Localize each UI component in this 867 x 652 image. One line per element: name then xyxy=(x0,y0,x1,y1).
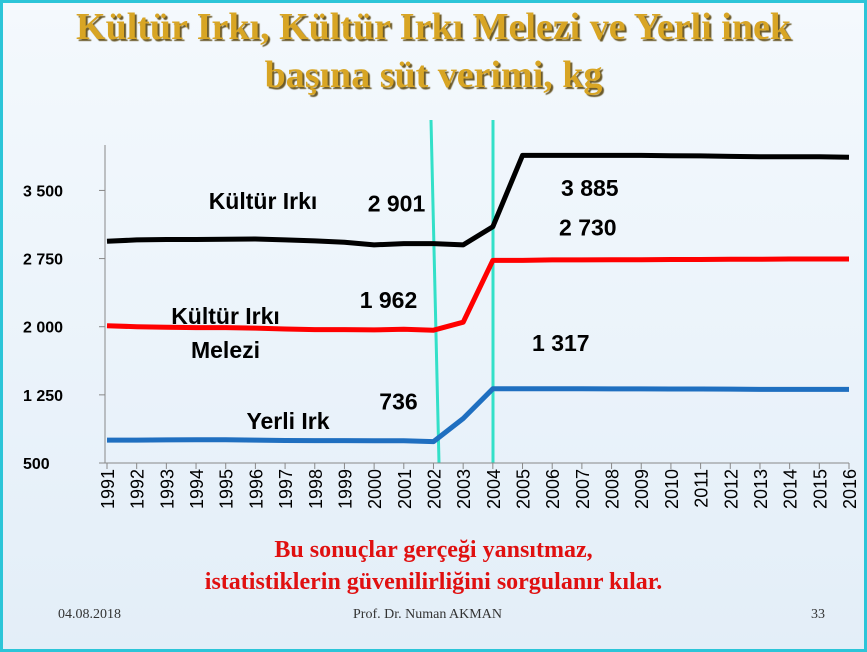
series-name: Kültür Irkı xyxy=(208,188,318,214)
footer-date: 04.08.2018 xyxy=(58,607,121,622)
x-tick-label: 2015 xyxy=(810,469,830,509)
x-tick-label: 2002 xyxy=(424,469,444,509)
x-tick-label: 1992 xyxy=(128,469,148,509)
chart: 500 1 250 2 000 2 750 3 500 1991 1992 1993 1994 1… xyxy=(23,119,860,509)
note: istatistiklerin güvenilirliğini sorgulan… xyxy=(204,569,663,595)
x-tick-label: 2006 xyxy=(543,469,563,509)
series-line xyxy=(106,152,850,248)
x-tick-label: 1994 xyxy=(187,469,207,509)
series-line xyxy=(106,256,849,333)
x-tick-label: 1998 xyxy=(306,469,326,509)
note: Bu sonuçlar gerçeği yansıtmaz, xyxy=(274,537,593,563)
footer-page: 33 xyxy=(811,607,825,622)
x-tick-label: 1991 xyxy=(98,469,118,509)
x-tick-label: 2008 xyxy=(603,469,623,509)
footer-author: Prof. Dr. Numan AKMAN xyxy=(353,607,502,622)
data-label: 1 962 xyxy=(360,287,418,313)
data-label: 736 xyxy=(379,389,417,415)
data-label: 3 885 xyxy=(561,175,619,201)
data-label: 1 317 xyxy=(532,330,590,356)
x-tick-label: 2001 xyxy=(395,469,415,509)
marker-line xyxy=(429,119,441,464)
x-tick-label: 2012 xyxy=(721,469,741,509)
x-tick-label: 1999 xyxy=(335,469,355,509)
x-tick-label: 2005 xyxy=(514,469,534,509)
series-line xyxy=(107,386,849,445)
x-tick-label: 2004 xyxy=(484,469,504,509)
x-tick-label: 2011 xyxy=(692,469,712,508)
x-tick-label: 2013 xyxy=(751,469,771,509)
x-tick-label: 1993 xyxy=(157,469,177,509)
x-tick-label: 1995 xyxy=(217,469,237,509)
data-label: 2 901 xyxy=(368,191,426,217)
title: başına süt verimi, kg xyxy=(264,54,603,96)
x-tick-label: 2003 xyxy=(454,469,474,509)
title: Kültür Irkı, Kültür Irkı Melezi ve Yerli… xyxy=(76,6,791,48)
x-tick-label: 2000 xyxy=(365,469,385,509)
y-tick-label: 1 250 xyxy=(23,388,63,405)
series-name: Kültür Irkı Melezi xyxy=(171,303,280,363)
y-tick-label: 2 750 xyxy=(23,252,63,269)
x-tick-label: 1996 xyxy=(246,469,266,509)
y-tick-label: 500 xyxy=(23,456,50,473)
data-label: 2 730 xyxy=(559,214,617,240)
x-tick-label: 2007 xyxy=(573,469,593,509)
x-tick-label: 2009 xyxy=(632,469,652,509)
x-tick-label: 2014 xyxy=(781,469,801,509)
series-name: Yerli Irk xyxy=(246,408,330,434)
y-tick-label: 3 500 xyxy=(23,183,63,200)
y-tick-label: 2 000 xyxy=(23,320,63,337)
x-tick-label: 2010 xyxy=(662,469,682,509)
x-tick-label: 2016 xyxy=(840,469,860,509)
x-tick-label: 1997 xyxy=(276,469,296,509)
